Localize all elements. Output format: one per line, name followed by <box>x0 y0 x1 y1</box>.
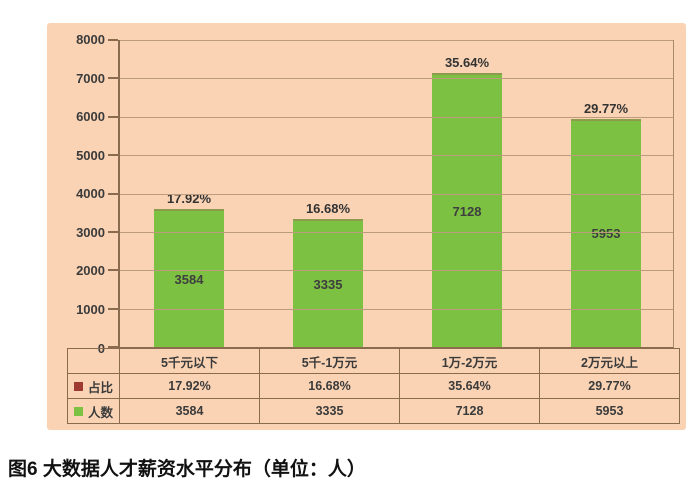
gridline <box>120 270 673 272</box>
category-cell: 1万-2万元 <box>399 348 540 374</box>
ratio-legend-swatch-icon <box>73 381 83 391</box>
gridline <box>120 193 673 195</box>
ratio-cell: 29.77% <box>539 373 680 399</box>
gridline <box>120 40 673 41</box>
y-axis-tick <box>108 39 118 41</box>
y-axis-label: 4000 <box>76 186 105 201</box>
bar-value-label: 5953 <box>591 226 621 242</box>
count-cell: 3584 <box>119 398 260 424</box>
gridline <box>120 78 673 80</box>
count-cell: 5953 <box>539 398 680 424</box>
y-axis-label: 2000 <box>76 263 105 278</box>
legend-cell-ratio: 占比 <box>67 373 120 399</box>
y-axis-tick <box>108 77 118 80</box>
y-axis-tick <box>108 192 118 195</box>
bar-value-label: 3335 <box>313 276 343 292</box>
plot-area: 17.92% 3584 16.68% 3335 35.64% 7128 29.7… <box>108 39 674 349</box>
count-cell: 3335 <box>259 398 400 424</box>
table-row-categories: 5千元以下 5千-1万元 1万-2万元 2万元以上 <box>67 348 680 374</box>
category-cell: 5千元以下 <box>119 348 260 374</box>
y-axis-tick <box>108 346 118 348</box>
bar-percent-label: 35.64% <box>444 55 490 71</box>
ratio-cell: 35.64% <box>399 373 540 399</box>
table-corner-cell <box>67 348 120 374</box>
legend-label: 占比 <box>87 380 113 395</box>
table-row-count: 人数 3584 3335 7128 5953 <box>67 398 680 424</box>
bar: 3335 <box>293 219 363 347</box>
bar: 3584 <box>154 209 224 347</box>
y-axis-label: 1000 <box>76 302 105 317</box>
legend-label: 人数 <box>87 405 113 420</box>
bar: 7128 <box>432 73 502 347</box>
gridline <box>120 231 673 233</box>
y-axis-tick <box>108 115 118 118</box>
y-axis-label: 5000 <box>76 148 105 163</box>
bar-percent-label: 17.92% <box>166 191 212 207</box>
y-axis-label: 8000 <box>76 32 105 47</box>
y-axis-tick <box>108 154 118 157</box>
data-table: 5千元以下 5千-1万元 1万-2万元 2万元以上 占比 17.92% 16.6… <box>67 348 680 424</box>
y-axis-label: 6000 <box>76 109 105 124</box>
bar-column: 16.68% 3335 <box>293 40 363 347</box>
gridline <box>120 308 673 310</box>
bar-value-label: 7128 <box>452 203 482 219</box>
category-cell: 2万元以上 <box>539 348 680 374</box>
y-axis-tick <box>108 307 118 310</box>
count-legend-swatch-icon <box>73 406 83 416</box>
bar-column: 35.64% 7128 <box>432 40 502 347</box>
chart-panel: 8000 7000 6000 5000 4000 3000 2000 1000 … <box>47 23 686 430</box>
ratio-cell: 16.68% <box>259 373 400 399</box>
y-axis-tick <box>108 230 118 233</box>
legend-cell-count: 人数 <box>67 398 120 424</box>
bar-percent-label: 29.77% <box>583 100 629 116</box>
category-cell: 5千-1万元 <box>259 348 400 374</box>
count-cell: 7128 <box>399 398 540 424</box>
table-row-ratio: 占比 17.92% 16.68% 35.64% 29.77% <box>67 373 680 399</box>
y-axis-label: 7000 <box>76 71 105 86</box>
ratio-cell: 17.92% <box>119 373 260 399</box>
bar-percent-label: 16.68% <box>305 201 351 217</box>
figure-caption: 图6 大数据人才薪资水平分布（单位：人） <box>8 459 366 480</box>
gridline <box>120 116 673 118</box>
gridline <box>120 155 673 157</box>
y-axis-tick <box>108 269 118 272</box>
bar-value-label: 3584 <box>174 271 204 287</box>
y-axis-label: 3000 <box>76 225 105 240</box>
